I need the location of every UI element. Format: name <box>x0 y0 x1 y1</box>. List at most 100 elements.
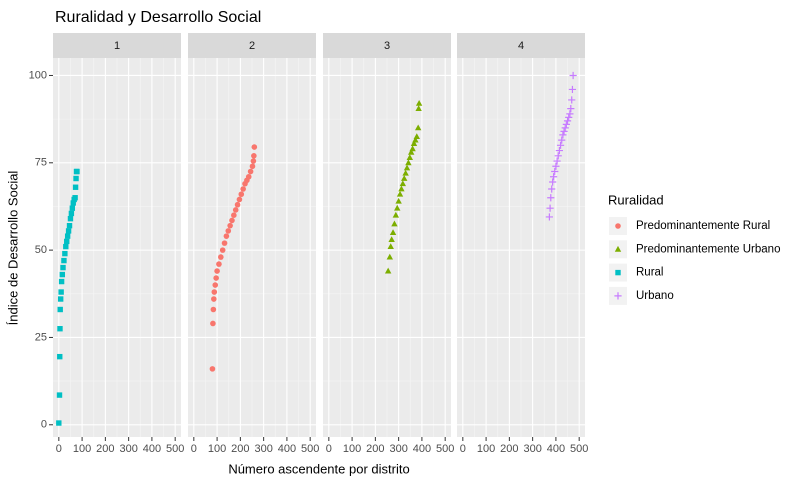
point <box>213 275 219 281</box>
point <box>551 167 559 176</box>
facet-strip <box>53 33 181 58</box>
point <box>61 257 67 264</box>
point <box>57 296 64 302</box>
point <box>405 159 412 166</box>
x-axis-title: Número ascendente por distrito <box>228 461 409 476</box>
point <box>387 243 394 250</box>
point <box>410 140 418 146</box>
point <box>70 200 76 206</box>
point <box>549 178 557 186</box>
x-tick-label: 500 <box>436 443 454 455</box>
x-tick-label: 400 <box>278 443 296 455</box>
point <box>567 105 575 113</box>
x-tick-label: 100 <box>208 443 226 455</box>
point <box>399 180 407 187</box>
point <box>562 120 570 128</box>
point <box>232 207 239 213</box>
point <box>65 228 72 234</box>
point <box>414 124 422 131</box>
point <box>247 168 254 175</box>
point <box>568 96 576 104</box>
point <box>558 136 566 144</box>
point <box>209 366 216 372</box>
point <box>412 136 419 143</box>
facet-strip <box>188 33 316 58</box>
point <box>236 196 243 203</box>
point <box>546 204 554 212</box>
point <box>212 282 219 288</box>
point <box>553 157 561 165</box>
point <box>409 145 416 152</box>
legend-label: Predominantemente Rural <box>636 220 770 232</box>
facet-strip <box>457 33 585 58</box>
x-tick-label: 200 <box>96 443 114 455</box>
point <box>64 238 70 245</box>
x-tick-label: 300 <box>254 443 272 455</box>
point <box>401 175 408 181</box>
y-tick-label: 25 <box>35 331 47 343</box>
x-tick-label: 500 <box>301 443 319 455</box>
point <box>210 306 217 313</box>
point <box>561 124 569 132</box>
point <box>554 152 562 160</box>
point <box>59 271 66 278</box>
point <box>549 173 558 181</box>
point <box>398 185 405 192</box>
x-tick-label: 400 <box>547 443 565 455</box>
x-tick-label: 0 <box>191 443 197 455</box>
point <box>251 144 258 150</box>
point <box>552 162 560 170</box>
x-tick-label: 100 <box>73 443 91 455</box>
facet-strip <box>323 33 451 58</box>
point <box>386 253 393 260</box>
y-tick-label: 0 <box>41 419 47 431</box>
legend-title: Ruralidad <box>608 192 664 207</box>
point <box>389 229 397 236</box>
point <box>218 254 224 260</box>
point <box>69 205 76 211</box>
point <box>556 141 565 149</box>
point <box>68 210 75 217</box>
x-tick-label: 200 <box>231 443 249 455</box>
y-axis-title: Índice de Desarrollo Social <box>5 171 20 326</box>
facet-label: 4 <box>518 40 524 52</box>
x-tick-label: 100 <box>343 443 361 455</box>
x-tick-label: 500 <box>166 443 184 455</box>
point <box>67 215 74 222</box>
legend-label: Rural <box>636 267 663 279</box>
point <box>58 289 64 295</box>
point <box>408 148 415 155</box>
point <box>231 212 237 218</box>
point <box>545 213 553 221</box>
point <box>66 222 73 229</box>
point <box>219 247 226 253</box>
point <box>396 190 404 197</box>
point <box>548 185 556 193</box>
point <box>63 243 69 250</box>
x-tick-label: 100 <box>477 443 495 455</box>
point <box>566 110 574 118</box>
legend-label: Urbano <box>636 290 674 302</box>
point <box>56 392 63 398</box>
point <box>413 133 420 139</box>
point <box>221 240 228 246</box>
point <box>238 191 245 198</box>
point <box>391 220 398 227</box>
point <box>74 168 80 175</box>
point <box>251 153 257 159</box>
legend-label: Predominantemente Urbano <box>636 243 780 255</box>
point <box>234 201 241 208</box>
facet-label: 2 <box>249 40 255 52</box>
point <box>240 186 246 192</box>
x-tick-label: 300 <box>119 443 137 455</box>
point <box>56 420 62 426</box>
y-tick-label: 100 <box>29 69 47 81</box>
point <box>406 154 414 160</box>
point <box>72 184 79 190</box>
point <box>64 233 71 239</box>
point <box>216 261 222 267</box>
point <box>560 127 568 135</box>
point <box>394 204 401 211</box>
x-tick-label: 300 <box>389 443 407 455</box>
